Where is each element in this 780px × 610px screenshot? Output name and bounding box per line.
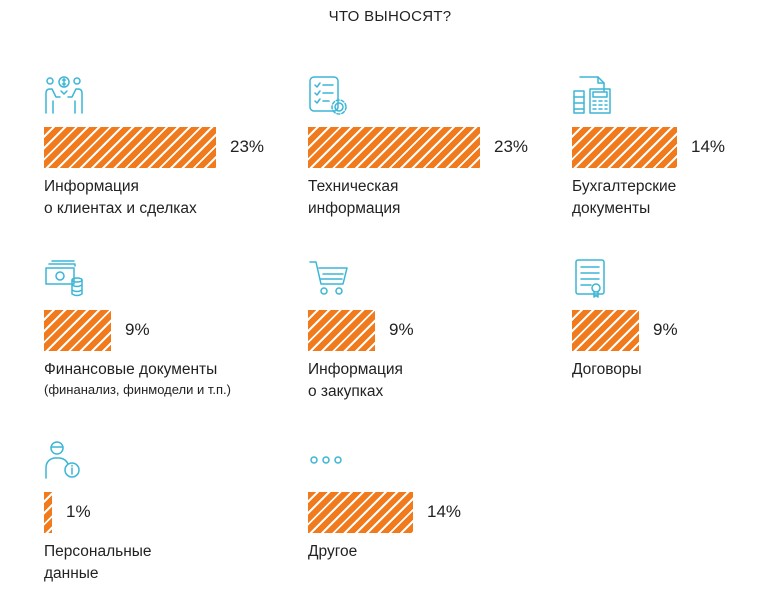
contract-icon (572, 258, 612, 298)
technical-doc-icon (308, 75, 348, 115)
category-label: Финансовые документы (44, 359, 217, 403)
category-sublabel: (финанализ, финмодели и т.п.) (44, 382, 231, 397)
chart-title: ЧТО ВЫНОСЯТ? (328, 8, 452, 25)
category-label-line: Бухгалтерские (572, 178, 677, 195)
category-label-line (308, 563, 357, 585)
category-label-line: Информация (44, 178, 139, 195)
bar (572, 127, 677, 168)
bar (308, 310, 375, 351)
category-label: Бухгалтерские документы (572, 176, 676, 220)
more-dots-icon (308, 440, 348, 480)
category-item: 23% Техническая информация (308, 75, 558, 245)
category-label: Другое (308, 541, 357, 585)
category-label-line: данные (44, 565, 99, 582)
category-label: Информация о клиентах и сделках (44, 176, 197, 220)
value-label: 14% (691, 137, 726, 156)
category-label-line: Персональные (44, 543, 152, 560)
category-label: Персональные данные (44, 541, 152, 585)
category-item: 23% Информация о клиентах и сделках (44, 75, 294, 245)
bar (308, 492, 413, 533)
category-label-line: о клиентах и сделках (44, 200, 197, 217)
category-label-line: документы (572, 200, 651, 217)
category-label-line: Информация (308, 361, 403, 378)
category-label-line: о закупках (308, 383, 384, 400)
personal-data-icon (44, 440, 84, 480)
category-label-line: Финансовые документы (44, 361, 218, 378)
bar (44, 310, 111, 351)
value-label: 23% (230, 137, 265, 156)
category-item: 14% Бухгалтерские документы (572, 75, 780, 245)
bar (44, 492, 52, 533)
value-label: 1% (66, 502, 91, 521)
bar (44, 127, 216, 168)
client-deal-icon (44, 75, 84, 115)
category-item: 9% Финансовые документы (финанализ, финмод… (44, 258, 294, 428)
value-label: 9% (653, 320, 678, 339)
bar (308, 127, 480, 168)
bar (572, 310, 639, 351)
category-label-line: Другое (308, 543, 358, 560)
category-item: 9% Информация о закупках (308, 258, 558, 428)
category-label: Техническая информация (308, 176, 400, 220)
value-label: 9% (125, 320, 150, 339)
money-icon (44, 258, 84, 298)
category-item: 14% Другое (308, 440, 558, 610)
value-label: 23% (494, 137, 529, 156)
category-label: Информация о закупках (308, 359, 403, 403)
category-item: 1% Персональные данные (44, 440, 294, 610)
category-item: 9% Договоры (572, 258, 780, 428)
value-label: 14% (427, 502, 462, 521)
category-label: Договоры (572, 359, 642, 403)
category-label-line: Договоры (572, 361, 642, 378)
category-label-line (572, 381, 642, 403)
accounting-icon (572, 75, 612, 115)
value-label: 9% (389, 320, 414, 339)
category-label-line: Техническая (308, 178, 399, 195)
shopping-cart-icon (308, 258, 348, 298)
category-label-line: информация (308, 200, 401, 217)
